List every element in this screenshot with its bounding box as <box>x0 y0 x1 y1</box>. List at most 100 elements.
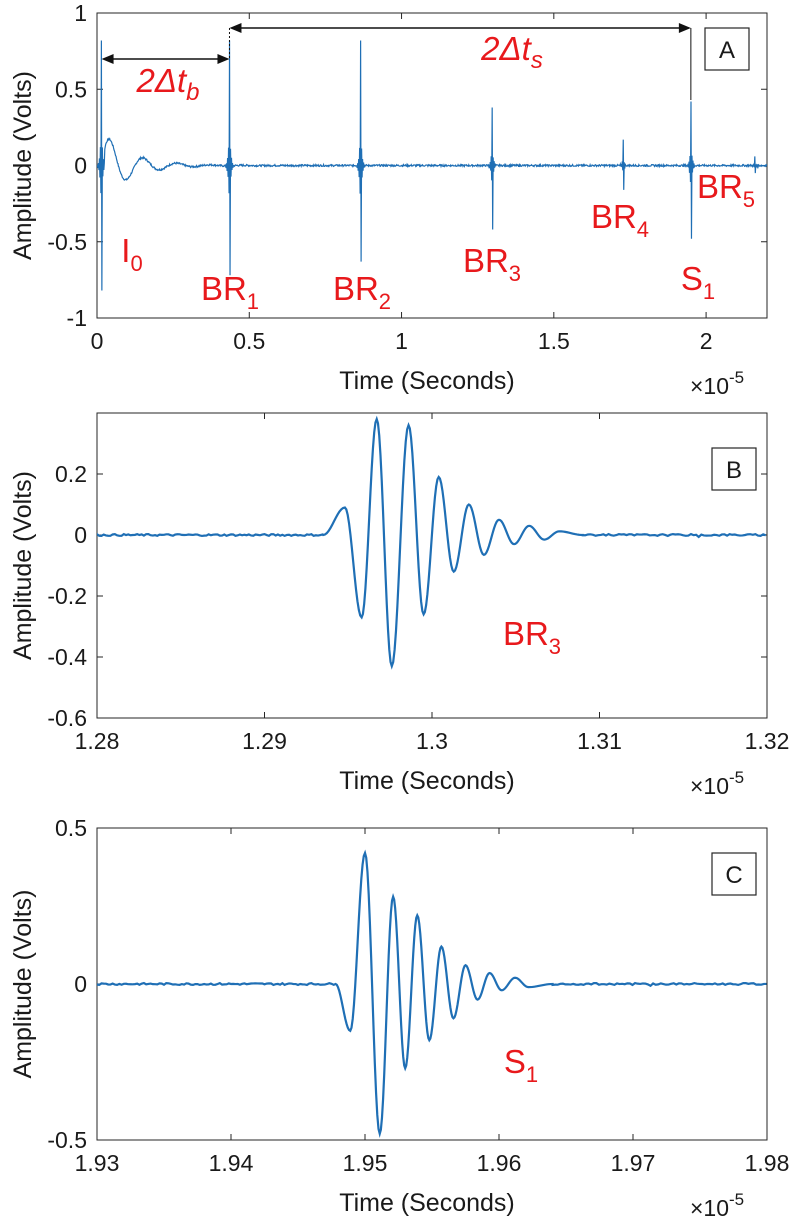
x-tick-label: 1.28 <box>75 728 120 754</box>
chart-panel-c: 1.93 1.94 1.95 1.96 1.97 1.98 -0.5 0 0.5 Time (Se… <box>9 815 789 1221</box>
x-tick-label: 1.93 <box>75 1150 120 1176</box>
span-label: 2Δts <box>480 30 543 74</box>
x-multiplier-base: ×10 <box>690 773 729 799</box>
span-label-sub: s <box>531 47 543 74</box>
y-tick-label: 1 <box>74 0 87 26</box>
data-series-line <box>97 415 767 670</box>
panel-letter-box <box>711 447 757 491</box>
span-arrow-right <box>217 54 230 64</box>
echo-label-main: S <box>504 1043 526 1080</box>
x-tick-label: 1.3 <box>416 728 448 754</box>
time-span-s: 2Δts <box>228 23 692 100</box>
pulse-label-br4-sub: 4 <box>637 217 649 242</box>
pulse-label-s1-main: S <box>681 260 703 297</box>
x-tick-label: 1.32 <box>745 728 790 754</box>
pulse-label-br4-main: BR <box>591 198 637 235</box>
x-tick-label: 1.31 <box>577 728 622 754</box>
echo-label: S1 <box>504 1043 538 1087</box>
series-group <box>97 415 767 670</box>
x-multiplier-base: ×10 <box>690 373 729 399</box>
y-tick-label: 0 <box>74 522 87 548</box>
panel-letter: B <box>726 457 742 484</box>
y-tick-label: -0.2 <box>47 583 87 609</box>
span-label: 2Δtb <box>135 62 199 106</box>
echo-label-sub: 1 <box>526 1062 538 1087</box>
pulse-label-s1: S1 <box>681 260 715 304</box>
pulse-label-br1: BR1 <box>201 270 259 314</box>
pulse-label-s1-sub: 1 <box>703 279 715 304</box>
pulse-label-br2-main: BR <box>333 270 379 307</box>
y-tick-label: 0.5 <box>55 815 87 841</box>
chart-panel-b: 1.28 1.29 1.3 1.31 1.32 -0.6 -0.4 -0.2 0 0.2 Time … <box>9 412 790 799</box>
y-tick-label: -0.4 <box>47 644 87 670</box>
span-arrow-right <box>678 23 691 33</box>
x-multiplier: ×10-5 <box>690 368 744 399</box>
x-multiplier-exponent: -5 <box>729 1190 744 1209</box>
pulse-label-br1-main: BR <box>201 270 247 307</box>
y-axis-label: Amplitude (Volts) <box>9 890 37 1079</box>
data-series-line <box>97 849 767 1139</box>
x-axis-label: Time (Seconds) <box>339 1189 515 1217</box>
pulse-label-br1-sub: 1 <box>247 289 259 314</box>
echo-label-main: BR <box>503 615 549 652</box>
x-tick-label: 2 <box>700 328 713 354</box>
series-group <box>97 849 767 1139</box>
pulse-label-br3-sub: 3 <box>509 261 521 286</box>
x-tick-label: 1 <box>395 328 408 354</box>
panel-letter-box <box>711 852 757 896</box>
y-axis-label: Amplitude (Volts) <box>9 71 37 260</box>
span-label-main: 2Δt <box>480 30 532 67</box>
echo-label: BR3 <box>503 615 561 659</box>
pulse-label-br5-sub: 5 <box>743 187 755 212</box>
pulse-label-i0: I0 <box>121 232 142 276</box>
y-tick-label: 0 <box>74 971 87 997</box>
pulse-label-i0-main: I <box>121 232 130 269</box>
pulse-label-i0-sub: 0 <box>130 251 142 276</box>
x-axis-label: Time (Seconds) <box>339 767 515 795</box>
x-tick-label: 1.5 <box>538 328 570 354</box>
y-tick-label: 0.2 <box>55 461 87 487</box>
x-tick-label: 0 <box>91 328 104 354</box>
pulse-label-br3: BR3 <box>463 242 521 286</box>
x-multiplier: ×10-5 <box>690 1190 744 1221</box>
y-tick-label: 0.5 <box>55 76 87 102</box>
y-tick-label: -1 <box>67 305 87 331</box>
y-tick-label: -0.5 <box>47 1127 87 1153</box>
data-series-line <box>97 40 767 291</box>
panel-letter-box <box>704 27 750 71</box>
panel-letter: C <box>725 862 742 889</box>
series-group <box>97 40 767 291</box>
x-tick-label: 1.95 <box>343 1150 388 1176</box>
pulse-label-br5: BR5 <box>697 168 755 212</box>
x-axis-label: Time (Seconds) <box>339 367 515 395</box>
echo-label-sub: 3 <box>549 634 561 659</box>
x-tick-label: 1.98 <box>745 1150 790 1176</box>
x-tick-label: 1.29 <box>242 728 287 754</box>
y-tick-label: -0.6 <box>47 705 87 731</box>
span-label-main: 2Δt <box>135 62 187 99</box>
x-tick-label: 0.5 <box>233 328 265 354</box>
y-tick-label: 0 <box>74 153 87 179</box>
pulse-label-br4: BR4 <box>591 198 649 242</box>
time-span-b: 2Δtb <box>101 54 230 106</box>
span-arrow-left <box>101 54 114 64</box>
x-tick-label: 1.96 <box>477 1150 522 1176</box>
span-arrow-left <box>229 23 242 33</box>
x-multiplier-base: ×10 <box>690 1195 729 1221</box>
chart-panel-a: 0 0.5 1 1.5 2 -1 -0.5 0 0.5 1 Time (Seconds) Amplit… <box>9 0 768 399</box>
plot-area <box>96 412 768 719</box>
panel-letter: A <box>719 37 735 64</box>
x-multiplier-exponent: -5 <box>729 768 744 787</box>
pulse-label-br5-main: BR <box>697 168 743 205</box>
x-multiplier: ×10-5 <box>690 768 744 799</box>
x-multiplier-exponent: -5 <box>729 368 744 387</box>
pulse-label-br3-main: BR <box>463 242 509 279</box>
y-axis-label: Amplitude (Volts) <box>9 471 37 660</box>
x-tick-label: 1.94 <box>209 1150 254 1176</box>
y-tick-label: -0.5 <box>47 229 87 255</box>
pulse-label-br2: BR2 <box>333 270 391 314</box>
span-label-sub: b <box>186 79 199 106</box>
pulse-label-br2-sub: 2 <box>379 289 391 314</box>
x-tick-label: 1.97 <box>611 1150 656 1176</box>
